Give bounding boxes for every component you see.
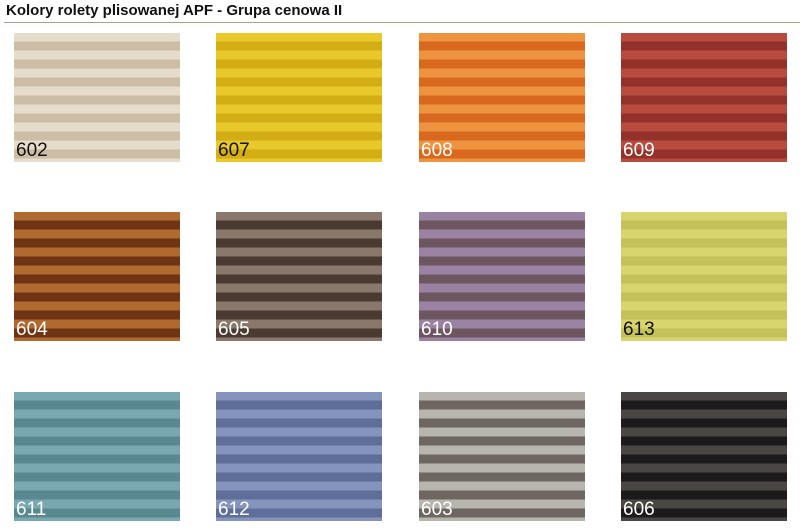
color-swatch-603[interactable]: 603 — [419, 392, 585, 521]
color-swatch-605[interactable]: 605 — [216, 212, 382, 341]
swatch-code-label: 610 — [421, 319, 453, 340]
color-swatch-607[interactable]: 607 — [216, 33, 382, 162]
color-swatch-606[interactable]: 606 — [621, 392, 787, 521]
swatch-code-label: 606 — [623, 499, 655, 520]
color-swatch-612[interactable]: 612 — [216, 392, 382, 521]
swatch-code-label: 609 — [623, 140, 655, 161]
color-swatch-608[interactable]: 608 — [419, 33, 585, 162]
color-swatch-609[interactable]: 609 — [621, 33, 787, 162]
color-swatch-602[interactable]: 602 — [14, 33, 180, 162]
swatch-code-label: 603 — [421, 499, 453, 520]
swatch-code-label: 604 — [16, 319, 48, 340]
color-swatch-610[interactable]: 610 — [419, 212, 585, 341]
swatch-code-label: 611 — [16, 499, 47, 520]
title-divider — [4, 22, 800, 23]
swatch-code-label: 607 — [218, 140, 250, 161]
swatch-code-label: 612 — [218, 499, 250, 520]
page-title: Kolory rolety plisowanej APF - Grupa cen… — [6, 2, 343, 19]
swatch-code-label: 613 — [623, 319, 655, 340]
color-swatch-604[interactable]: 604 — [14, 212, 180, 341]
color-swatch-613[interactable]: 613 — [621, 212, 787, 341]
swatch-code-label: 605 — [218, 319, 250, 340]
swatch-code-label: 608 — [421, 140, 453, 161]
swatch-code-label: 602 — [16, 140, 48, 161]
color-swatch-611[interactable]: 611 — [14, 392, 180, 521]
